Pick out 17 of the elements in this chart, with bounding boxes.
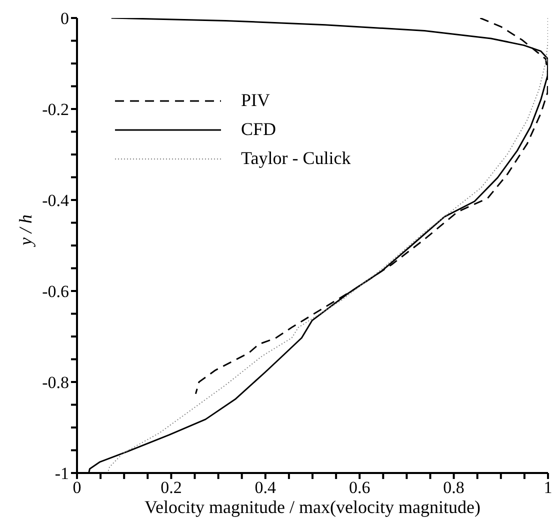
y-tick-label: -0.4 <box>42 191 70 210</box>
y-tick-label: -0.2 <box>42 100 69 120</box>
x-tick-label: 0.8 <box>443 478 464 498</box>
text: Taylor - Culick <box>241 147 351 170</box>
x-tick-label: 0.2 <box>160 478 182 498</box>
y-tick-label: 0 <box>60 9 69 28</box>
y-tick-label: -1 <box>54 464 69 484</box>
y-tick-label: -0.6 <box>42 282 69 302</box>
x-axis-title: Velocity magnitude / max(velocity magnitude) <box>144 497 480 517</box>
x-tick-label: 1 <box>544 478 552 498</box>
text: PIV <box>241 89 270 112</box>
y-tick-label: -0.8 <box>42 373 69 392</box>
x-tick-label: 0 <box>72 478 82 498</box>
y-axis-title: y / h <box>15 214 36 248</box>
text: CFD <box>241 118 276 141</box>
x-tick-label: 0.6 <box>348 478 370 498</box>
x-tick-label: 0.4 <box>254 478 277 498</box>
